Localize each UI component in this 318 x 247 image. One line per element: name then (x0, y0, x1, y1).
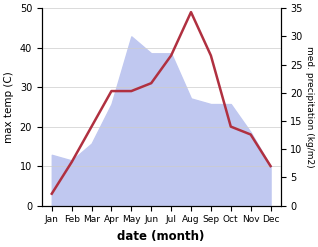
Y-axis label: max temp (C): max temp (C) (4, 71, 14, 143)
X-axis label: date (month): date (month) (117, 230, 205, 243)
Y-axis label: med. precipitation (kg/m2): med. precipitation (kg/m2) (305, 46, 314, 168)
